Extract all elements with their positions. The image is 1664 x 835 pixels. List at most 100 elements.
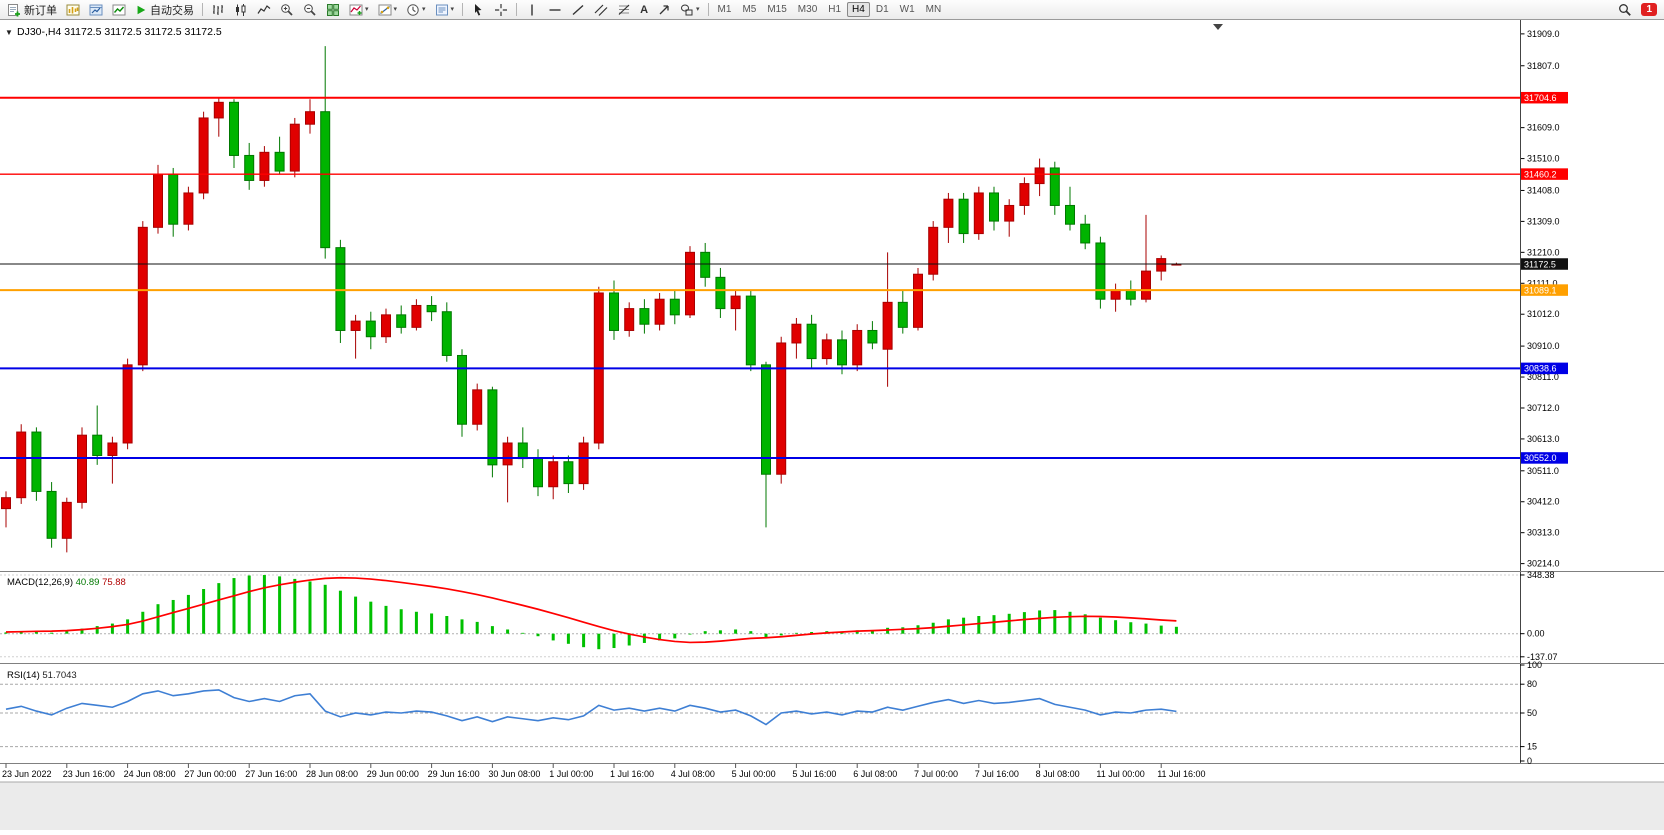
candle-body <box>715 276 726 310</box>
zoom-out-button[interactable] <box>299 1 321 18</box>
horizontal-line-button[interactable] <box>544 1 566 18</box>
profiles-button[interactable] <box>85 1 107 18</box>
terminal-button[interactable] <box>108 1 130 18</box>
macd-tick-label: 0.00 <box>1527 629 1545 639</box>
search-button[interactable] <box>1614 1 1636 18</box>
new-chart-button[interactable] <box>62 1 84 18</box>
line-chart-button[interactable] <box>253 1 275 18</box>
time-tick-label: 8 Jul 08:00 <box>1036 769 1080 779</box>
candle-body <box>1034 167 1045 185</box>
candle-body <box>1095 242 1106 300</box>
candle-body <box>137 226 148 366</box>
main-toolbar: 新订单 自动交易 <box>0 0 1664 20</box>
crosshair-icon <box>495 3 508 16</box>
candle-body <box>897 301 908 328</box>
symbol-menu-icon: ▼ <box>5 28 13 37</box>
candle-body <box>396 314 407 328</box>
time-tick-label: 1 Jul 16:00 <box>610 769 654 779</box>
candle-body <box>745 295 756 366</box>
candle-body <box>107 442 118 456</box>
fibonacci-button[interactable] <box>613 1 635 18</box>
time-tick-label: 30 Jun 08:00 <box>488 769 540 779</box>
arrow-tool-button[interactable] <box>653 1 675 18</box>
text-tool-icon: A <box>640 3 649 16</box>
candle-body <box>1125 289 1136 300</box>
candle-body <box>46 490 57 539</box>
zoom-in-icon <box>281 3 293 16</box>
dropdown-caret: ▾ <box>393 6 398 13</box>
candle-body <box>669 298 680 316</box>
price-tick-label: 30910.0 <box>1527 341 1560 351</box>
objects-button[interactable]: ▾ <box>374 1 402 18</box>
candle-body <box>609 292 619 331</box>
candle-body <box>259 151 270 181</box>
candle-body <box>533 458 543 488</box>
candle-body <box>1080 223 1091 244</box>
candle-body <box>852 329 863 366</box>
tile-windows-button[interactable] <box>322 1 344 18</box>
candle-body <box>305 111 315 125</box>
new-chart-icon <box>66 4 80 15</box>
new-order-button[interactable]: 新订单 <box>3 1 61 18</box>
candle-body <box>1019 183 1030 206</box>
time-tick-label: 7 Jul 16:00 <box>975 769 1019 779</box>
candle-body <box>487 389 498 466</box>
timeframe-m5-button[interactable]: M5 <box>737 2 761 17</box>
price-badge-label: 31089.1 <box>1524 285 1557 295</box>
candle-body <box>761 364 771 475</box>
candle-body <box>244 154 255 181</box>
timeframe-mn-button[interactable]: MN <box>921 2 947 17</box>
candle-body <box>867 329 878 344</box>
chart-shift-marker[interactable] <box>1213 24 1223 30</box>
channel-button[interactable] <box>590 1 612 18</box>
indicators-button[interactable]: ▾ <box>345 1 373 18</box>
timeframe-m1-button[interactable]: M1 <box>713 2 737 17</box>
text-button[interactable]: A <box>636 1 652 18</box>
candle-body <box>426 304 437 313</box>
trendline-button[interactable] <box>567 1 589 18</box>
macd-signal-line <box>5 576 1177 644</box>
price-badge <box>1521 284 1568 296</box>
candle-body <box>229 101 239 156</box>
time-tick-label: 5 Jul 16:00 <box>792 769 836 779</box>
candle-body <box>1049 167 1060 206</box>
candlestick-button[interactable] <box>230 1 252 18</box>
price-tick-label: 31609.0 <box>1527 123 1560 133</box>
candle-body <box>61 501 72 539</box>
time-axis[interactable]: 23 Jun 2022 23 Jun 16:00 24 Jun 08:00 27 Ju… <box>2 763 1206 780</box>
candle-body <box>517 442 528 460</box>
auto-trading-label: 自动交易 <box>150 4 194 17</box>
candle-body <box>457 354 467 425</box>
crosshair-button[interactable] <box>490 1 512 18</box>
periods-button[interactable]: ▾ <box>402 1 430 18</box>
timeframe-m30-button[interactable]: M30 <box>793 2 822 17</box>
zoom-in-button[interactable] <box>276 1 298 18</box>
timeframe-w1-button[interactable]: W1 <box>895 2 920 17</box>
timeframe-h1-button[interactable]: H1 <box>823 2 846 17</box>
candle-body <box>989 192 999 222</box>
dropdown-caret: ▾ <box>450 6 455 13</box>
horizontal-line-icon <box>549 8 561 11</box>
templates-button[interactable]: ▾ <box>431 1 459 18</box>
chart-region: 31909.0 31807.0 31609.0 31510.0 31408.0 31309… <box>0 20 1664 830</box>
shapes-button[interactable]: ▾ <box>676 1 704 18</box>
chart-canvas[interactable]: 31909.0 31807.0 31609.0 31510.0 31408.0 31309… <box>0 20 1664 830</box>
candle-body <box>1004 204 1015 222</box>
price-tick-label: 30511.0 <box>1527 466 1559 476</box>
vertical-line-button[interactable] <box>521 1 543 18</box>
candle-body <box>168 173 179 225</box>
profiles-icon <box>89 4 103 15</box>
rsi-tick-label: 80 <box>1527 679 1537 689</box>
candle-body <box>92 434 103 456</box>
bar-chart-button[interactable] <box>207 1 229 18</box>
timeframe-h4-button[interactable]: H4 <box>847 2 870 17</box>
time-tick-label: 1 Jul 00:00 <box>549 769 593 779</box>
auto-trading-button[interactable]: 自动交易 <box>131 1 198 18</box>
candle-body <box>350 320 361 331</box>
cursor-button[interactable] <box>467 1 489 18</box>
notification-badge[interactable]: 1 <box>1641 3 1657 16</box>
timeframe-d1-button[interactable]: D1 <box>871 2 894 17</box>
timeframe-m15-button[interactable]: M15 <box>762 2 791 17</box>
price-badge-label: 30552.0 <box>1524 453 1557 463</box>
